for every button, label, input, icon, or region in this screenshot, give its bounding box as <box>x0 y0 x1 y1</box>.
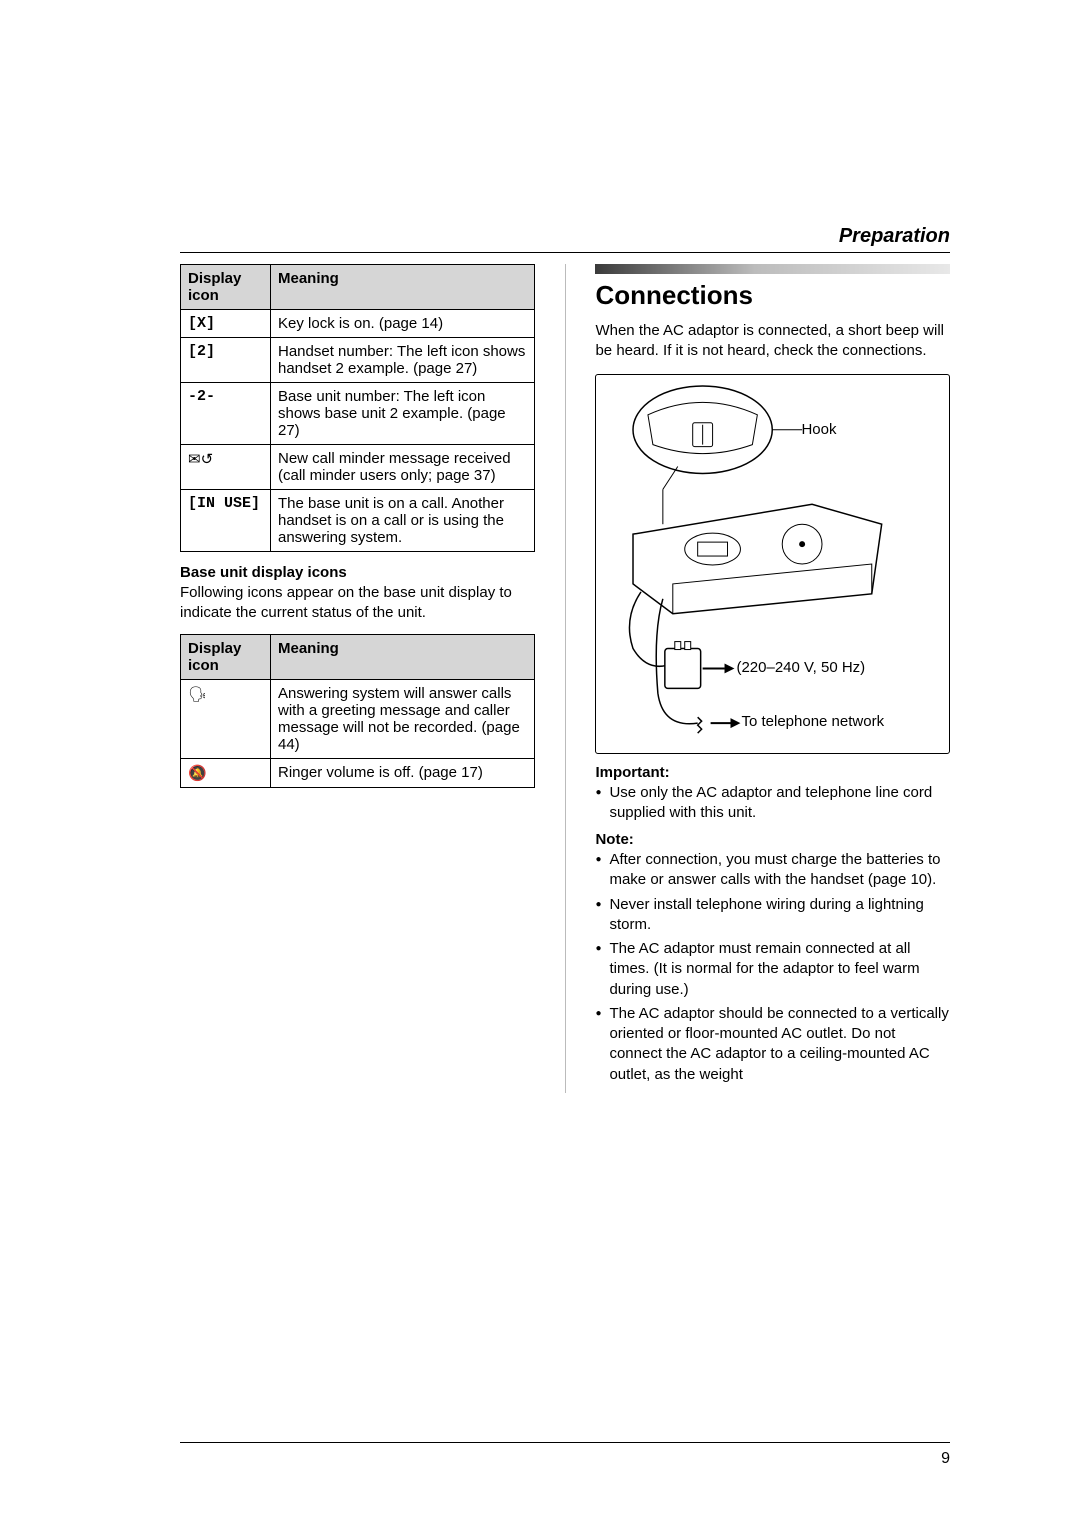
table-header-meaning: Meaning <box>271 265 535 310</box>
meaning-cell: The base unit is on a call. Another hand… <box>271 490 535 552</box>
power-label: (220–240 V, 50 Hz) <box>736 659 865 678</box>
table-row: 🔕 Ringer volume is off. (page 17) <box>181 758 535 787</box>
base-unit-heading: Base unit display icons <box>180 564 535 581</box>
note-heading: Note: <box>595 831 950 848</box>
page-number: 9 <box>941 1450 950 1468</box>
left-column: Display icon Meaning [X] Key lock is on.… <box>180 264 535 1093</box>
display-icon-cell: 🗣 <box>181 679 271 758</box>
table-row: [X] Key lock is on. (page 14) <box>181 310 535 338</box>
base-unit-icons-table: Display icon Meaning 🗣 Answering system … <box>180 634 535 788</box>
meaning-cell: Answering system will answer calls with … <box>271 679 535 758</box>
display-icon-cell: [IN USE] <box>181 490 271 552</box>
list-item: Never install telephone wiring during a … <box>595 895 950 936</box>
column-divider <box>565 264 566 1093</box>
header-rule <box>180 252 950 253</box>
table-row: 🗣 Answering system will answer calls wit… <box>181 679 535 758</box>
diagram-svg <box>596 375 949 753</box>
table-row: ✉↺ New call minder message received (cal… <box>181 445 535 490</box>
meaning-cell: Key lock is on. (page 14) <box>271 310 535 338</box>
meaning-cell: Base unit number: The left icon shows ba… <box>271 383 535 445</box>
connections-intro: When the AC adaptor is connected, a shor… <box>595 321 950 362</box>
display-icon-cell: ✉↺ <box>181 445 271 490</box>
footer-rule <box>180 1442 950 1443</box>
telephone-label: To telephone network <box>741 713 884 732</box>
meaning-cell: Ringer volume is off. (page 17) <box>271 758 535 787</box>
list-item: After connection, you must charge the ba… <box>595 850 950 891</box>
note-list: After connection, you must charge the ba… <box>595 850 950 1085</box>
important-list: Use only the AC adaptor and telephone li… <box>595 783 950 824</box>
section-bar <box>595 264 950 274</box>
handset-icons-table: Display icon Meaning [X] Key lock is on.… <box>180 264 535 552</box>
display-icon-cell: -2- <box>181 383 271 445</box>
table-row: [IN USE] The base unit is on a call. Ano… <box>181 490 535 552</box>
table-row: [2] Handset number: The left icon shows … <box>181 338 535 383</box>
meaning-cell: New call minder message received (call m… <box>271 445 535 490</box>
base-unit-text: Following icons appear on the base unit … <box>180 583 535 624</box>
table-header-meaning: Meaning <box>271 634 535 679</box>
connections-title: Connections <box>595 280 950 311</box>
display-icon-cell: 🔕 <box>181 758 271 787</box>
display-icon-cell: [X] <box>181 310 271 338</box>
page-section-header: Preparation <box>839 225 950 248</box>
meaning-cell: Handset number: The left icon shows hand… <box>271 338 535 383</box>
connection-diagram: Hook (220–240 V, 50 Hz) To telephone net… <box>595 374 950 754</box>
important-heading: Important: <box>595 764 950 781</box>
hook-label: Hook <box>801 421 836 440</box>
table-row: -2- Base unit number: The left icon show… <box>181 383 535 445</box>
list-item: Use only the AC adaptor and telephone li… <box>595 783 950 824</box>
right-column: Connections When the AC adaptor is conne… <box>595 264 950 1093</box>
list-item: The AC adaptor must remain connected at … <box>595 939 950 1000</box>
list-item: The AC adaptor should be connected to a … <box>595 1004 950 1085</box>
table-header-icon: Display icon <box>181 634 271 679</box>
table-header-icon: Display icon <box>181 265 271 310</box>
display-icon-cell: [2] <box>181 338 271 383</box>
